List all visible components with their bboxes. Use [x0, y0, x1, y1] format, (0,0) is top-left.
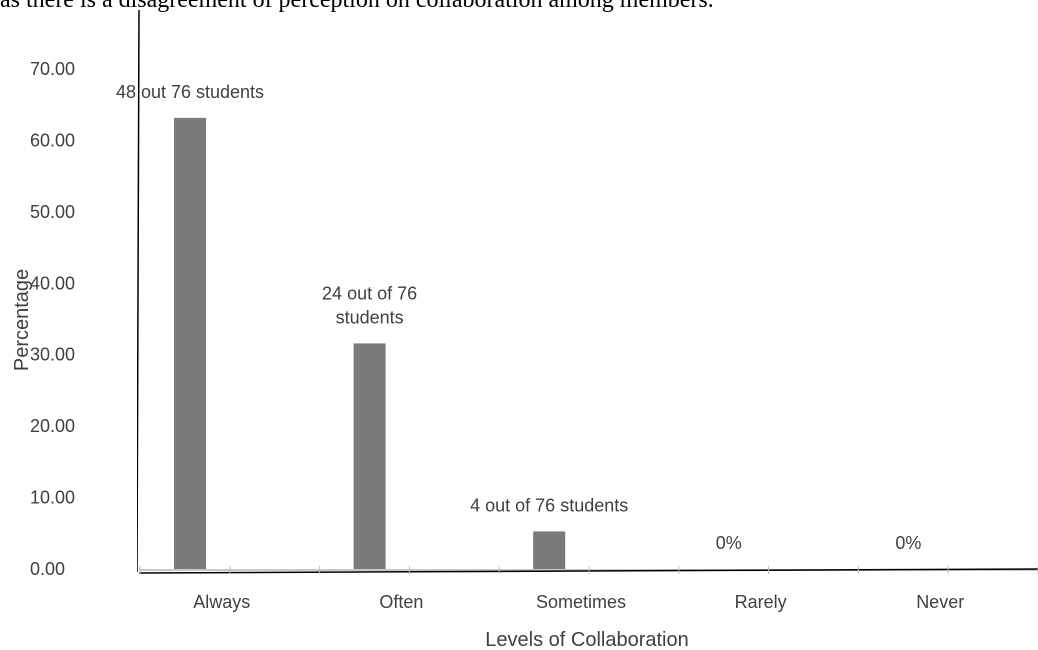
y-tick-label: 0.00 [30, 559, 65, 579]
caption-text: as there is a disagreement of perception… [0, 0, 714, 13]
x-tick-label: Often [379, 592, 423, 612]
bar-often [353, 343, 386, 569]
document-caption: as there is a disagreement of perception… [0, 0, 1038, 14]
y-tick-label: 30.00 [30, 345, 75, 365]
data-label: 4 out of 76 students [470, 495, 628, 515]
y-tick-label: 20.00 [30, 416, 75, 436]
y-tick-label: 40.00 [30, 273, 75, 293]
x-tick-label: Sometimes [536, 592, 626, 612]
y-axis-title: Percentage [11, 269, 33, 371]
bar-always [174, 117, 206, 569]
y-axis-line [136, 9, 140, 573]
x-tick-label: Rarely [735, 592, 787, 612]
y-tick-label: 60.00 [30, 130, 75, 150]
y-tick-clip [126, 40, 137, 585]
y-tick-label: 50.00 [30, 202, 75, 222]
y-tick-label: 70.00 [30, 59, 75, 79]
y-tick-label: 10.00 [30, 488, 75, 508]
data-label: students [336, 307, 404, 327]
x-tick-label: Always [193, 592, 250, 612]
data-label: 0% [895, 533, 921, 553]
x-tick-label: Never [916, 592, 964, 612]
data-label: 0% [716, 533, 742, 553]
data-label: 24 out of 76 [322, 283, 417, 303]
data-label: 48 out 76 students [116, 82, 264, 102]
bar-sometimes [533, 531, 566, 569]
x-axis-title: Levels of Collaboration [485, 629, 688, 650]
